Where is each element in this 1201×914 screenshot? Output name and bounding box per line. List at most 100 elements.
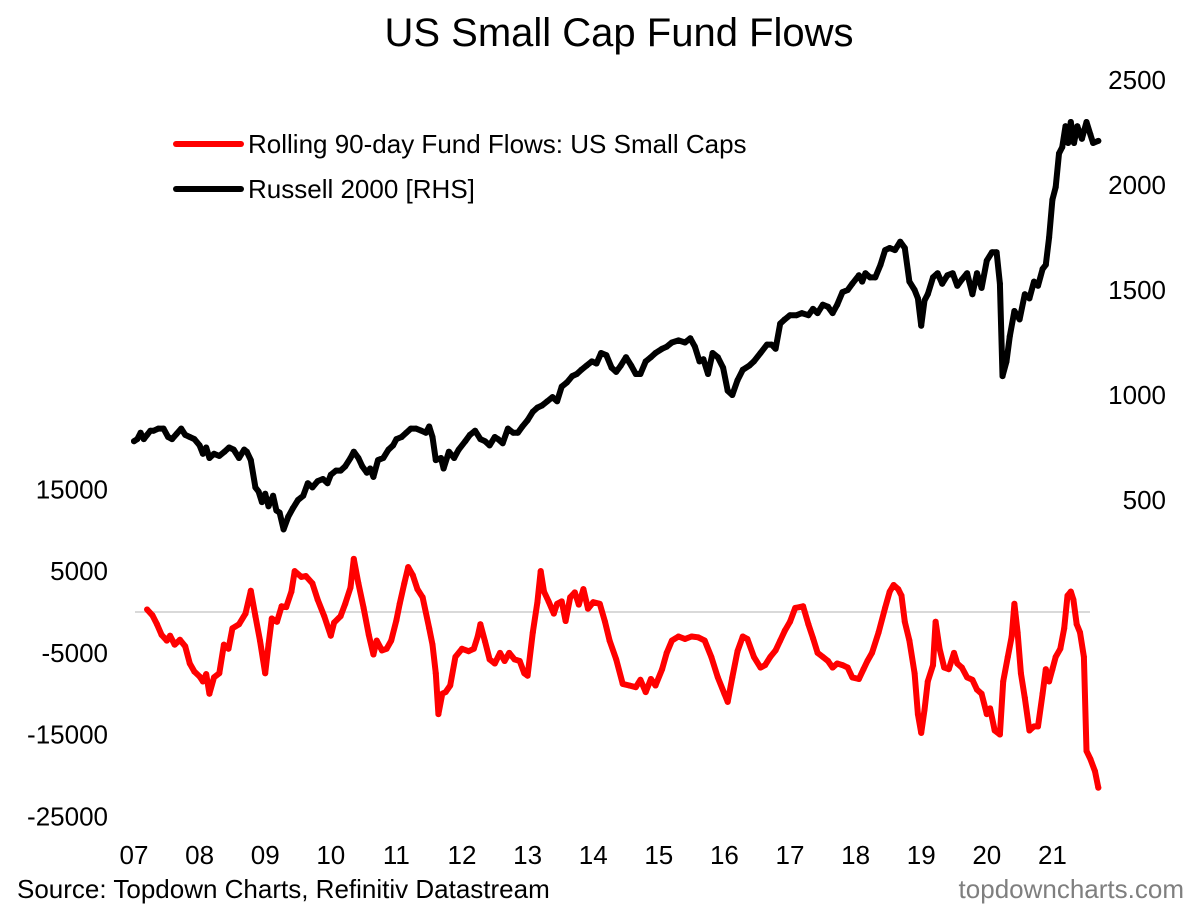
data-point-fund-flows bbox=[360, 604, 367, 611]
data-point-russell-2000 bbox=[403, 429, 410, 436]
data-point-russell-2000 bbox=[418, 427, 425, 434]
data-point-fund-flows bbox=[855, 675, 862, 682]
data-point-fund-flows bbox=[567, 594, 574, 601]
data-point-fund-flows bbox=[734, 648, 741, 655]
data-point-russell-2000 bbox=[1071, 140, 1078, 146]
data-point-fund-flows bbox=[314, 596, 321, 603]
data-point-russell-2000 bbox=[1059, 144, 1066, 151]
data-point-fund-flows bbox=[708, 653, 715, 660]
data-point-fund-flows bbox=[225, 645, 232, 652]
data-point-fund-flows bbox=[452, 653, 459, 660]
data-point-russell-2000 bbox=[270, 492, 277, 499]
data-point-fund-flows bbox=[414, 586, 421, 593]
data-point-russell-2000 bbox=[1031, 278, 1038, 285]
data-point-russell-2000 bbox=[529, 408, 536, 415]
data-point-fund-flows bbox=[262, 670, 269, 677]
data-point-fund-flows bbox=[987, 705, 994, 712]
data-point-fund-flows bbox=[637, 676, 644, 683]
data-point-russell-2000 bbox=[134, 436, 141, 443]
data-point-fund-flows bbox=[541, 588, 547, 595]
data-point-fund-flows bbox=[750, 653, 757, 660]
data-point-fund-flows bbox=[393, 617, 400, 624]
data-point-fund-flows bbox=[772, 647, 779, 654]
data-point-russell-2000 bbox=[1052, 184, 1059, 191]
data-point-fund-flows bbox=[1087, 756, 1094, 763]
data-point-fund-flows bbox=[721, 690, 728, 697]
data-point-fund-flows bbox=[613, 656, 620, 663]
data-point-russell-2000 bbox=[314, 478, 321, 485]
data-point-russell-2000 bbox=[578, 366, 585, 373]
data-point-fund-flows bbox=[606, 637, 613, 644]
data-point-fund-flows bbox=[516, 658, 523, 665]
data-point-fund-flows bbox=[829, 664, 836, 671]
data-point-russell-2000 bbox=[983, 257, 990, 264]
data-point-russell-2000 bbox=[691, 343, 698, 350]
data-point-fund-flows bbox=[714, 674, 721, 681]
data-point-fund-flows bbox=[144, 606, 151, 613]
data-point-russell-2000 bbox=[324, 480, 331, 487]
data-point-russell-2000 bbox=[798, 310, 805, 317]
data-point-fund-flows bbox=[242, 610, 249, 617]
data-point-russell-2000 bbox=[265, 503, 272, 510]
legend: Rolling 90-day Fund Flows: US Small Caps… bbox=[173, 129, 747, 204]
data-point-russell-2000 bbox=[668, 339, 675, 346]
data-point-russell-2000 bbox=[886, 245, 893, 251]
data-point-fund-flows bbox=[278, 603, 285, 610]
data-point-fund-flows bbox=[163, 637, 170, 644]
data-point-fund-flows bbox=[941, 664, 948, 671]
data-point-russell-2000 bbox=[1026, 295, 1033, 302]
data-point-fund-flows bbox=[918, 729, 925, 736]
data-point-russell-2000 bbox=[462, 438, 469, 445]
x-tick-label: 11 bbox=[383, 840, 410, 870]
data-point-russell-2000 bbox=[390, 442, 397, 449]
legend-label-flows: Rolling 90-day Fund Flows: US Small Caps bbox=[248, 129, 747, 159]
data-point-fund-flows bbox=[342, 600, 349, 607]
data-point-fund-flows bbox=[196, 673, 203, 680]
data-point-fund-flows bbox=[396, 600, 403, 607]
left-axis: 15000 5000 -5000 -15000 -25000 bbox=[27, 474, 108, 831]
x-tick-label: 09 bbox=[251, 840, 280, 870]
data-point-fund-flows bbox=[825, 658, 832, 665]
data-point-fund-flows bbox=[529, 629, 536, 636]
data-point-fund-flows bbox=[1049, 666, 1056, 673]
data-point-fund-flows bbox=[337, 613, 344, 620]
data-point-fund-flows bbox=[647, 675, 654, 682]
data-point-fund-flows bbox=[167, 632, 174, 639]
data-point-russell-2000 bbox=[613, 368, 620, 375]
data-point-fund-flows bbox=[401, 580, 408, 587]
data-point-fund-flows bbox=[459, 645, 465, 652]
data-point-russell-2000 bbox=[714, 354, 721, 361]
data-point-fund-flows bbox=[886, 588, 893, 595]
data-point-fund-flows bbox=[291, 568, 298, 575]
data-point-fund-flows bbox=[1011, 600, 1018, 607]
data-point-fund-flows bbox=[274, 618, 281, 625]
data-point-fund-flows bbox=[1021, 694, 1028, 701]
data-point-russell-2000 bbox=[939, 280, 946, 287]
right-tick-label: 1500 bbox=[1108, 275, 1166, 305]
data-point-fund-flows bbox=[1000, 678, 1007, 685]
data-point-russell-2000 bbox=[682, 339, 689, 346]
right-tick-label: 2500 bbox=[1108, 65, 1166, 95]
data-point-russell-2000 bbox=[996, 280, 1003, 287]
data-point-russell-2000 bbox=[375, 457, 382, 464]
data-point-russell-2000 bbox=[252, 484, 259, 491]
data-point-russell-2000 bbox=[481, 438, 488, 445]
data-point-fund-flows bbox=[216, 670, 223, 677]
data-point-fund-flows bbox=[435, 711, 442, 718]
data-point-russell-2000 bbox=[924, 291, 931, 298]
data-point-fund-flows bbox=[895, 586, 902, 593]
data-point-fund-flows bbox=[575, 601, 582, 608]
data-point-fund-flows bbox=[321, 613, 328, 620]
data-point-russell-2000 bbox=[466, 431, 473, 438]
data-point-fund-flows bbox=[182, 643, 189, 650]
data-point-russell-2000 bbox=[746, 362, 753, 369]
x-tick-label: 16 bbox=[710, 840, 739, 870]
data-point-russell-2000 bbox=[1065, 140, 1072, 146]
left-tick-label: 5000 bbox=[50, 556, 108, 586]
data-point-russell-2000 bbox=[258, 499, 265, 506]
data-point-fund-flows bbox=[682, 635, 689, 642]
data-point-russell-2000 bbox=[477, 436, 484, 443]
data-point-russell-2000 bbox=[499, 440, 506, 447]
data-point-russell-2000 bbox=[647, 354, 654, 361]
